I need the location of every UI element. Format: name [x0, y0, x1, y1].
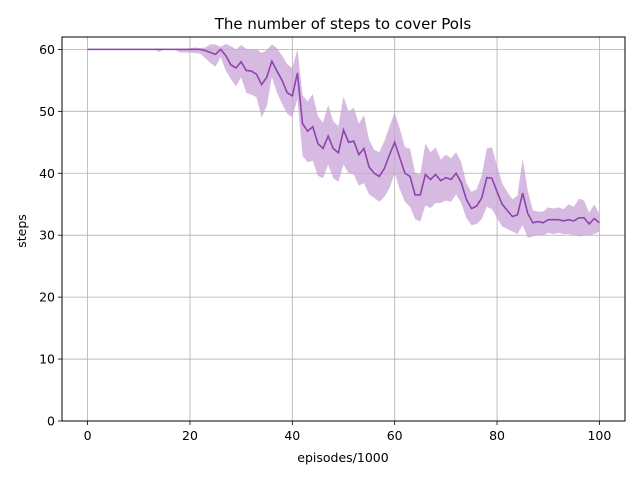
y-tick-label: 10: [39, 352, 55, 367]
x-tick-label: 40: [284, 428, 300, 443]
x-tick-label: 80: [489, 428, 505, 443]
x-axis-ticks: 0 20 40 60 80 100: [84, 421, 611, 443]
y-tick-label: 50: [39, 104, 55, 119]
y-axis-ticks: 0 10 20 30 40 50 60: [39, 42, 62, 429]
x-tick-label: 60: [387, 428, 403, 443]
plot-frame: [61, 36, 626, 422]
y-tick-label: 20: [39, 290, 55, 305]
y-tick-label: 0: [47, 414, 55, 429]
x-tick-label: 20: [182, 428, 198, 443]
y-axis-label: steps: [14, 214, 29, 248]
mean-steps-line: [87, 48, 600, 226]
chart-title: The number of steps to cover PoIs: [214, 15, 472, 33]
y-tick-label: 30: [39, 228, 55, 243]
x-axis-label: episodes/1000: [297, 450, 388, 465]
y-tick-label: 60: [39, 42, 55, 57]
x-tick-label: 100: [587, 428, 611, 443]
y-tick-label: 40: [39, 166, 55, 181]
confidence-band: [87, 43, 600, 238]
x-tick-label: 0: [84, 428, 92, 443]
